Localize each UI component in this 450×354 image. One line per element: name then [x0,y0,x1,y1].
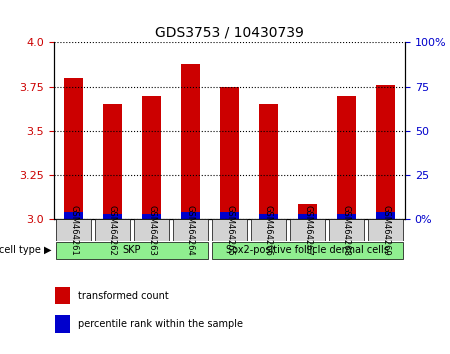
FancyBboxPatch shape [290,219,325,241]
Bar [376,212,395,219]
Text: GSM464262: GSM464262 [108,205,117,256]
FancyBboxPatch shape [56,242,208,259]
Bar [142,214,161,219]
Bar [337,214,356,219]
Text: cell type ▶: cell type ▶ [0,245,51,256]
Bar [103,104,122,219]
Bar [64,212,83,219]
Text: GSM464266: GSM464266 [264,205,273,256]
Bar [55,287,70,304]
Text: SKP: SKP [123,245,141,256]
FancyBboxPatch shape [212,242,403,259]
FancyBboxPatch shape [173,219,208,241]
Bar [181,64,200,219]
Bar [376,85,395,219]
Bar [259,214,278,219]
Bar [142,96,161,219]
Bar [64,78,83,219]
Bar [298,204,317,219]
FancyBboxPatch shape [329,219,364,241]
Bar [298,214,317,219]
Bar [259,104,278,219]
FancyBboxPatch shape [95,219,130,241]
Text: transformed count: transformed count [78,291,169,301]
FancyBboxPatch shape [251,219,286,241]
Bar [55,315,70,333]
FancyBboxPatch shape [212,219,247,241]
Text: Sox2-positive follicle dermal cells: Sox2-positive follicle dermal cells [226,245,389,256]
Text: GSM464267: GSM464267 [303,205,312,256]
FancyBboxPatch shape [134,219,169,241]
Bar [220,212,239,219]
Bar [181,212,200,219]
Text: GSM464263: GSM464263 [147,205,156,256]
Bar [337,96,356,219]
Text: GSM464268: GSM464268 [342,205,351,256]
FancyBboxPatch shape [368,219,403,241]
Text: GSM464261: GSM464261 [69,205,78,256]
Text: GSM464264: GSM464264 [186,205,195,256]
Bar [220,87,239,219]
Text: GSM464265: GSM464265 [225,205,234,256]
Text: percentile rank within the sample: percentile rank within the sample [78,319,243,329]
FancyBboxPatch shape [56,219,91,241]
Title: GDS3753 / 10430739: GDS3753 / 10430739 [155,26,304,40]
Text: GSM464269: GSM464269 [381,205,390,256]
Bar [103,214,122,219]
